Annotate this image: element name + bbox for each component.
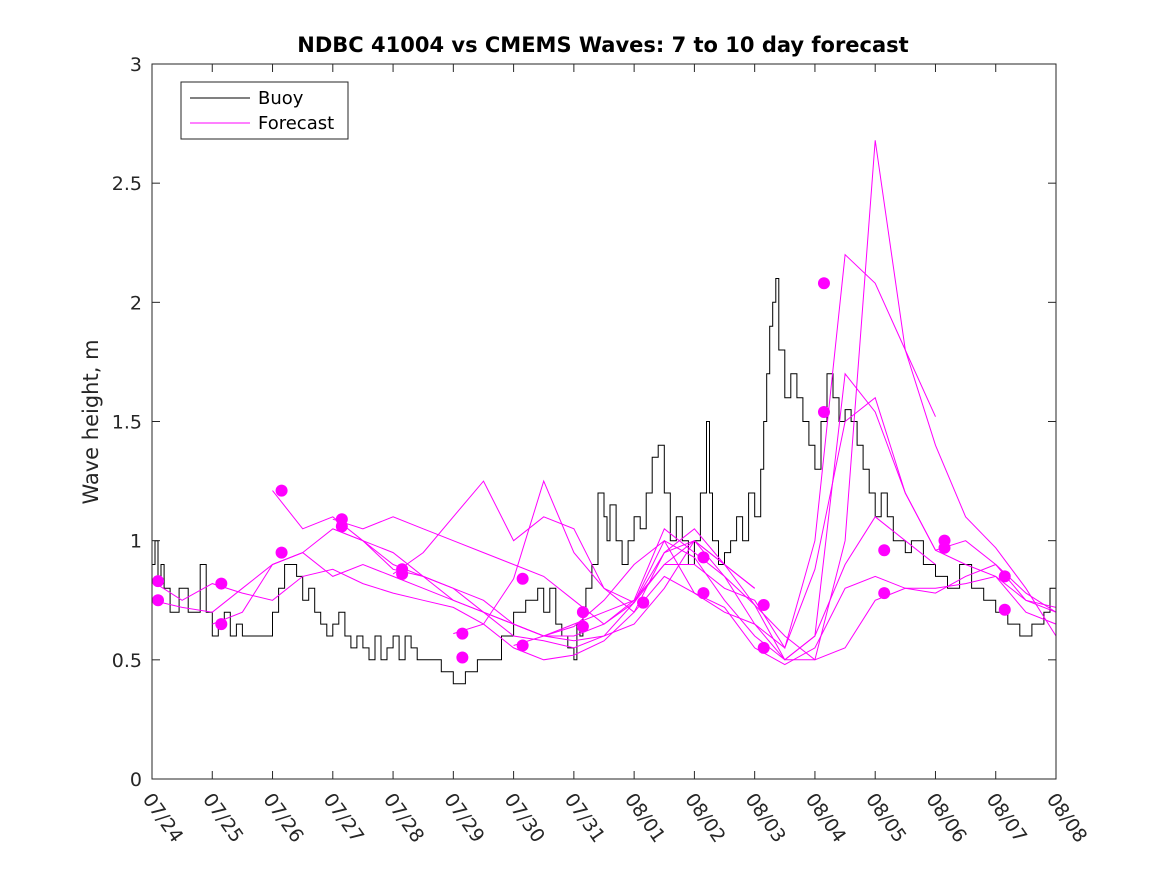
forecast-marker-29	[998, 570, 1011, 583]
y-tick-label: 2.5	[112, 173, 142, 195]
y-tick-label: 2	[130, 292, 142, 314]
forecast-marker-5	[275, 484, 288, 497]
forecast-marker-1	[152, 594, 165, 607]
forecast-marker-14	[516, 639, 529, 652]
forecast-marker-22	[757, 641, 770, 654]
forecast-marker-23	[817, 277, 830, 290]
forecast-marker-10	[396, 568, 409, 581]
y-tick-label: 1.5	[112, 412, 142, 434]
forecast-marker-11	[456, 627, 469, 640]
forecast-marker-24	[817, 405, 830, 418]
chart-title: NDBC 41004 vs CMEMS Waves: 7 to 10 day f…	[297, 33, 908, 57]
forecast-marker-21	[757, 599, 770, 612]
legend: Buoy Forecast	[180, 81, 349, 140]
y-tick-label: 1	[130, 531, 142, 553]
forecast-marker-30	[998, 603, 1011, 616]
forecast-marker-18	[637, 596, 650, 609]
legend-forecast-label: Forecast	[258, 113, 334, 134]
y-tick-label: 0.5	[112, 650, 142, 672]
y-axis-label: Wave height, m	[79, 339, 103, 504]
forecast-marker-4	[215, 577, 228, 590]
forecast-marker-15	[576, 606, 589, 619]
forecast-run-line-8	[453, 479, 1056, 666]
forecast-marker-26	[878, 587, 891, 600]
series-group	[152, 140, 1056, 685]
forecast-marker-12	[456, 651, 469, 664]
y-tick-label: 3	[130, 54, 142, 76]
forecast-marker-8	[335, 520, 348, 533]
forecast-marker-3	[215, 618, 228, 631]
forecast-marker-20	[697, 587, 710, 600]
y-tick-label: 0	[130, 769, 142, 791]
forecast-marker-16	[576, 620, 589, 633]
plot-area	[152, 140, 1056, 685]
legend-buoy-label: Buoy	[258, 88, 304, 109]
forecast-marker-2	[152, 575, 165, 588]
forecast-run-line-9	[513, 396, 1056, 649]
forecast-run-line-7	[392, 140, 1056, 661]
forecast-marker-28	[938, 541, 951, 554]
forecast-marker-19	[697, 551, 710, 564]
forecast-marker-13	[516, 572, 529, 585]
forecast-marker-6	[275, 546, 288, 559]
buoy-series-line	[152, 278, 1056, 685]
forecast-marker-25	[878, 544, 891, 557]
legend-box	[180, 81, 349, 140]
